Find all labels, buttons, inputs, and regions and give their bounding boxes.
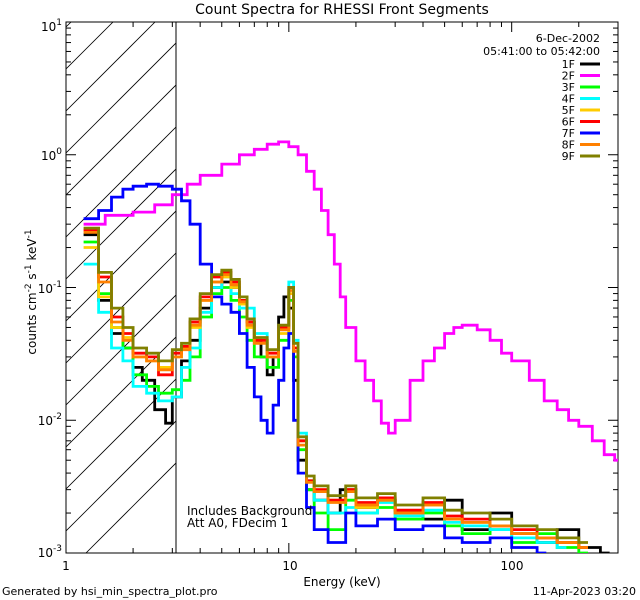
hatch-line: [66, 84, 176, 196]
hatched-region: [66, 22, 176, 553]
chart-title: Count Spectra for RHESSI Front Segments: [195, 2, 489, 18]
series-line-7F: [83, 182, 547, 553]
y-tick-label-1e-2: 10-2: [38, 412, 62, 428]
hatch-line: [66, 22, 114, 70]
hatch-line: [66, 42, 176, 154]
hatch-line: [66, 126, 176, 238]
hatch-line: [66, 168, 176, 280]
hatch-line: [66, 294, 176, 406]
y-tick-label-1e0: 100: [41, 147, 62, 163]
hatch-line: [66, 22, 156, 112]
hatch-line: [85, 462, 176, 553]
x-axis-label: Energy (keV): [303, 575, 380, 589]
y-tick-label-1e1: 101: [41, 18, 62, 34]
time-range-label: 05:41:00 to 05:42:00: [483, 45, 600, 58]
hatch-lines: [66, 22, 176, 553]
x-tick-label-10: 10: [282, 559, 297, 573]
legend-label-6F: 6F: [562, 116, 575, 129]
legend-label-5F: 5F: [562, 104, 575, 117]
series-line-2F: [83, 140, 618, 462]
y-axis-label: counts cm-2 s-1 keV-1: [24, 229, 39, 354]
y-tick-label-1e-1: 10-1: [38, 280, 62, 296]
annotation-attenuator: Att A0, FDecim 1: [187, 516, 288, 530]
legend-label-4F: 4F: [562, 93, 575, 106]
hatch-line: [66, 252, 176, 364]
series-line-3F: [83, 240, 588, 553]
legend-label-1F: 1F: [562, 58, 575, 71]
footer-timestamp: 11-Apr-2023 03:20: [533, 585, 636, 598]
date-label: 6-Dec-2002: [536, 32, 600, 45]
legend-label-9F: 9F: [562, 150, 575, 163]
legend-label-7F: 7F: [562, 127, 575, 140]
x-tick-label-1: 1: [62, 559, 70, 573]
series-line-6F: [83, 228, 588, 549]
series-line-9F: [83, 226, 588, 544]
hatch-line: [66, 420, 176, 532]
legend-label-3F: 3F: [562, 81, 575, 94]
hatch-line: [66, 22, 72, 28]
x-tick-label-100: 100: [501, 559, 524, 573]
legend-label-8F: 8F: [562, 139, 575, 152]
annotation-background: Includes Background: [187, 504, 312, 518]
y-tick-label-1e-3: 10-3: [38, 544, 62, 560]
tick-marks: [65, 21, 619, 554]
plot-frame: [65, 21, 619, 554]
legend-label-2F: 2F: [562, 70, 575, 83]
footer-generated-by: Generated by hsi_min_spectra_plot.pro: [2, 585, 218, 598]
series-line-8F: [83, 231, 588, 549]
series-group: [83, 140, 618, 553]
hatch-line: [66, 210, 176, 322]
hatch-line: [66, 378, 176, 490]
